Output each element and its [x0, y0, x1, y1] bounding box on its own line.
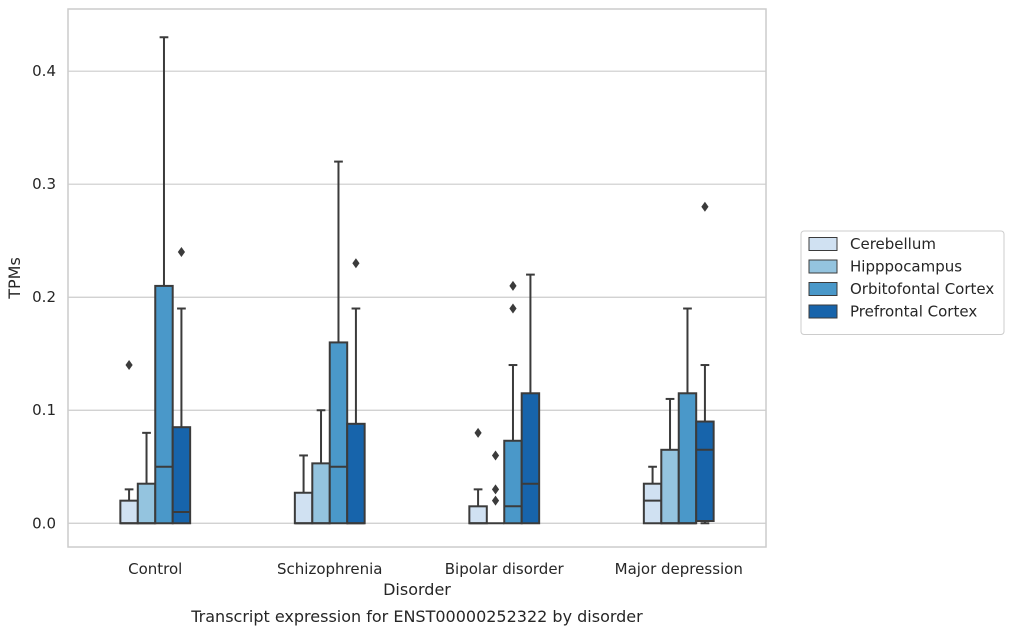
box	[346, 422, 366, 525]
box	[642, 482, 663, 525]
box	[293, 491, 314, 525]
box	[503, 439, 523, 525]
box-group	[468, 427, 488, 525]
y-axis-label: TPMs	[5, 257, 24, 300]
box-group	[520, 273, 541, 525]
box	[328, 341, 349, 525]
outlier-point	[474, 427, 482, 438]
x-axis-label: Disorder	[383, 580, 451, 599]
y-tick-label: 0.4	[32, 62, 56, 80]
outlier-point	[125, 360, 133, 371]
outlier-point	[509, 280, 517, 291]
legend: Cerebellum Hipppocampus Orbitofontal Corte…	[800, 230, 1005, 335]
legend-swatch	[808, 237, 838, 251]
box-group	[136, 431, 157, 525]
boxes	[119, 36, 715, 525]
outlier-point	[352, 258, 360, 269]
x-tick-label: Schizophrenia	[277, 560, 382, 578]
legend-swatch	[808, 304, 838, 319]
legend-entry: Orbitofontal Cortex	[850, 280, 994, 298]
legend-entry: Hipppocampus	[850, 258, 962, 276]
box	[660, 448, 680, 525]
box-group	[346, 258, 366, 525]
outlier-point	[491, 484, 500, 495]
box-group	[328, 160, 349, 525]
outlier-point	[701, 201, 709, 212]
box-group	[293, 454, 314, 525]
box-group	[119, 360, 139, 525]
x-tick-label: Bipolar disorder	[445, 560, 565, 578]
outlier-point	[491, 495, 500, 506]
box-group	[695, 201, 715, 525]
box	[468, 505, 488, 525]
x-tick-label: Major depression	[615, 560, 743, 578]
box-group	[503, 280, 523, 525]
box	[520, 392, 541, 525]
box-group	[486, 450, 505, 525]
box	[677, 392, 698, 525]
outlier-point	[491, 450, 500, 461]
outlier-point	[177, 247, 186, 258]
plot-frame	[67, 8, 767, 548]
legend-entry: Cerebellum	[850, 235, 936, 253]
y-tick-label: 0.0	[32, 514, 56, 532]
box	[136, 482, 157, 525]
box	[119, 499, 139, 525]
outlier-point	[509, 303, 517, 314]
box-group	[311, 409, 331, 525]
legend-entry: Prefrontal Cortex	[850, 303, 977, 321]
box	[171, 426, 192, 525]
box-group	[677, 307, 698, 525]
box-group	[660, 397, 680, 525]
box	[695, 420, 715, 523]
y-tick-label: 0.1	[32, 401, 56, 419]
legend-frame	[800, 230, 1005, 335]
y-tick-label: 0.2	[32, 288, 56, 306]
x-tick-labels: Control Schizophrenia Bipolar disorder Majo…	[128, 560, 743, 578]
box	[311, 462, 331, 525]
box	[154, 284, 174, 525]
box-group	[642, 465, 663, 525]
x-tick-label: Control	[128, 560, 182, 578]
y-tick-label: 0.3	[32, 175, 56, 193]
box-group	[171, 247, 192, 525]
y-tick-labels: 0.0 0.1 0.2 0.3 0.4	[32, 62, 56, 532]
legend-swatch	[808, 282, 838, 296]
legend-swatch	[808, 259, 838, 274]
figure-caption: Transcript expression for ENST0000025232…	[190, 607, 643, 626]
box-group	[154, 36, 174, 525]
